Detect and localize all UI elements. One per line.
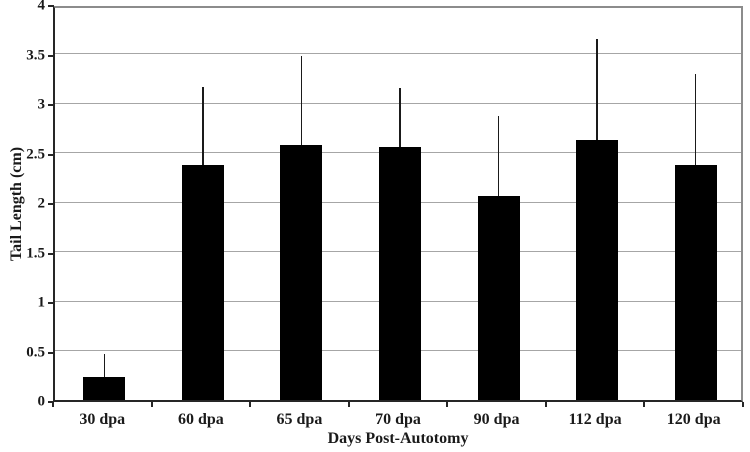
x-tick-mark: [446, 402, 449, 407]
x-tick-label: 60 dpa: [177, 411, 224, 428]
bar-120-dpa: [674, 165, 717, 400]
bar-60-dpa: [181, 165, 224, 400]
x-tick-label: 112 dpa: [568, 411, 622, 428]
x-axis-title: Days Post-Autotomy: [327, 430, 469, 447]
y-tick-mark: [48, 401, 54, 403]
y-tick-label: 0: [37, 393, 46, 410]
y-tick-label: 3.5: [26, 47, 45, 63]
bar-90-dpa: [477, 196, 520, 400]
x-tick-mark: [544, 402, 547, 407]
x-tick-mark: [643, 402, 646, 407]
y-tick-label: 1.5: [26, 245, 45, 261]
x-tick-mark: [52, 402, 54, 407]
y-tick-mark: [48, 54, 54, 57]
x-tick-mark: [347, 402, 350, 407]
x-tick-label: 65 dpa: [276, 411, 323, 428]
error-bar: [694, 74, 697, 166]
y-tick-label: 4: [37, 0, 46, 14]
gridline: [55, 53, 741, 54]
error-bar: [497, 115, 500, 197]
x-tick-label: 120 dpa: [666, 411, 721, 428]
bar-30-dpa: [83, 377, 126, 400]
y-tick-mark: [48, 104, 54, 106]
y-tick-label: 2: [37, 195, 46, 212]
bar-112-dpa: [576, 139, 619, 400]
y-tick-mark: [48, 153, 54, 156]
x-tick-label: 90 dpa: [473, 411, 520, 428]
error-bar: [399, 88, 401, 147]
x-tick-mark: [742, 402, 744, 407]
error-bar: [202, 87, 204, 166]
error-bar: [300, 56, 303, 145]
y-tick-mark: [48, 351, 54, 354]
error-bar: [596, 38, 598, 140]
y-tick-label: 1: [37, 294, 46, 311]
y-tick-mark: [48, 5, 54, 7]
x-tick-mark: [249, 402, 252, 407]
y-tick-mark: [48, 203, 54, 205]
gridline: [55, 102, 741, 104]
y-tick-label: 0.5: [26, 344, 45, 360]
bar-70-dpa: [379, 146, 421, 400]
y-tick-label: 2.5: [26, 146, 45, 162]
x-tick-label: 30 dpa: [79, 411, 126, 428]
y-tick-label: 3: [37, 96, 46, 113]
error-bar: [103, 354, 106, 378]
x-tick-mark: [150, 402, 153, 407]
y-tick-mark: [48, 252, 54, 255]
x-tick-label: 70 dpa: [375, 411, 421, 428]
bar-65-dpa: [280, 144, 323, 400]
plot-area: [53, 6, 743, 402]
y-tick-mark: [48, 302, 54, 304]
